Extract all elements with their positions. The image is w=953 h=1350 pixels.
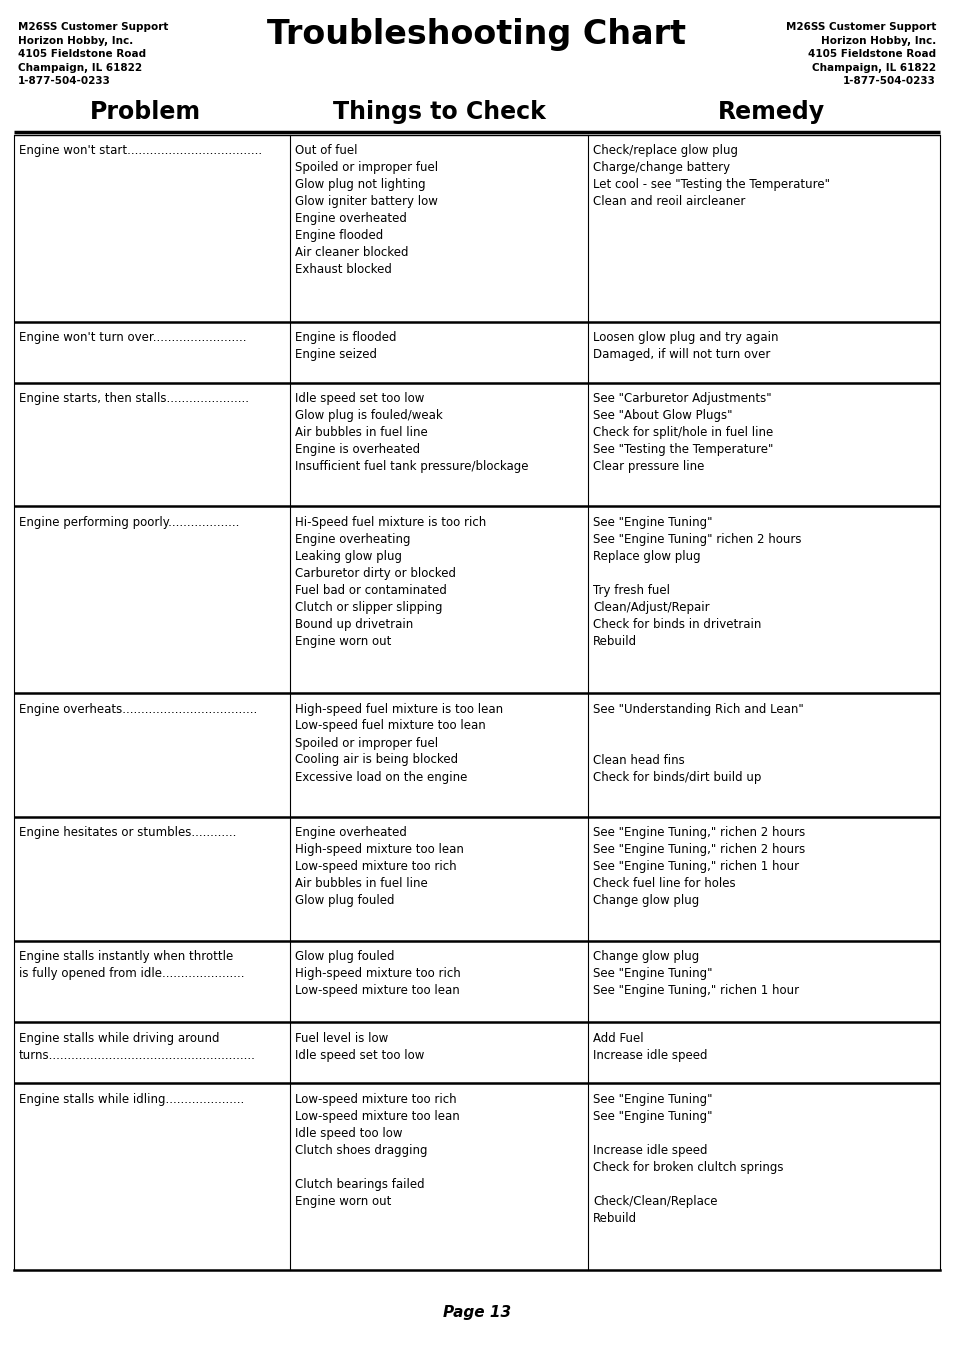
Text: High-speed fuel mixture is too lean
Low-speed fuel mixture too lean
Spoiled or i: High-speed fuel mixture is too lean Low-…	[294, 702, 502, 783]
Text: See "Engine Tuning"
See "Engine Tuning"

Increase idle speed
Check for broken cl: See "Engine Tuning" See "Engine Tuning" …	[593, 1092, 782, 1224]
Text: Engine stalls instantly when throttle
is fully opened from idle.................: Engine stalls instantly when throttle is…	[19, 950, 244, 980]
Text: Check/replace glow plug
Charge/change battery
Let cool - see "Testing the Temper: Check/replace glow plug Charge/change ba…	[593, 144, 829, 208]
Text: Out of fuel
Spoiled or improper fuel
Glow plug not lighting
Glow igniter battery: Out of fuel Spoiled or improper fuel Glo…	[294, 144, 437, 277]
Text: Low-speed mixture too rich
Low-speed mixture too lean
Idle speed too low
Clutch : Low-speed mixture too rich Low-speed mix…	[294, 1092, 459, 1207]
Text: See "Engine Tuning"
See "Engine Tuning" richen 2 hours
Replace glow plug

Try fr: See "Engine Tuning" See "Engine Tuning" …	[593, 516, 801, 648]
Text: Problem: Problem	[90, 100, 200, 124]
Text: Engine starts, then stalls......................: Engine starts, then stalls..............…	[19, 392, 249, 405]
Text: M26SS Customer Support
Horizon Hobby, Inc.
4105 Fieldstone Road
Champaign, IL 61: M26SS Customer Support Horizon Hobby, In…	[785, 22, 935, 86]
Text: Glow plug fouled
High-speed mixture too rich
Low-speed mixture too lean: Glow plug fouled High-speed mixture too …	[294, 950, 460, 998]
Text: Loosen glow plug and try again
Damaged, if will not turn over: Loosen glow plug and try again Damaged, …	[593, 331, 778, 362]
Text: Idle speed set too low
Glow plug is fouled/weak
Air bubbles in fuel line
Engine : Idle speed set too low Glow plug is foul…	[294, 392, 528, 472]
Text: See "Carburetor Adjustments"
See "About Glow Plugs"
Check for split/hole in fuel: See "Carburetor Adjustments" See "About …	[593, 392, 773, 472]
Text: See "Engine Tuning," richen 2 hours
See "Engine Tuning," richen 2 hours
See "Eng: See "Engine Tuning," richen 2 hours See …	[593, 826, 804, 907]
Text: Fuel level is low
Idle speed set too low: Fuel level is low Idle speed set too low	[294, 1031, 424, 1062]
Text: Engine overheated
High-speed mixture too lean
Low-speed mixture too rich
Air bub: Engine overheated High-speed mixture too…	[294, 826, 463, 907]
Text: Engine stalls while driving around
turns........................................: Engine stalls while driving around turns…	[19, 1031, 255, 1062]
Text: Engine hesitates or stumbles............: Engine hesitates or stumbles............	[19, 826, 236, 840]
Text: Change glow plug
See "Engine Tuning"
See "Engine Tuning," richen 1 hour: Change glow plug See "Engine Tuning" See…	[593, 950, 799, 998]
Text: Engine won't start....................................: Engine won't start......................…	[19, 144, 262, 158]
Text: Things to Check: Things to Check	[333, 100, 545, 124]
Text: Remedy: Remedy	[717, 100, 823, 124]
Text: M26SS Customer Support
Horizon Hobby, Inc.
4105 Fieldstone Road
Champaign, IL 61: M26SS Customer Support Horizon Hobby, In…	[18, 22, 168, 86]
Text: Page 13: Page 13	[442, 1305, 511, 1320]
Text: See "Understanding Rich and Lean"


Clean head fins
Check for binds/dirt build u: See "Understanding Rich and Lean" Clean …	[593, 702, 803, 783]
Text: Engine stalls while idling.....................: Engine stalls while idling..............…	[19, 1092, 244, 1106]
Text: Hi-Speed fuel mixture is too rich
Engine overheating
Leaking glow plug
Carbureto: Hi-Speed fuel mixture is too rich Engine…	[294, 516, 486, 648]
Text: Engine overheats....................................: Engine overheats........................…	[19, 702, 257, 716]
Text: Engine won't turn over.........................: Engine won't turn over..................…	[19, 331, 246, 344]
Text: Engine is flooded
Engine seized: Engine is flooded Engine seized	[294, 331, 396, 362]
Text: Add Fuel
Increase idle speed: Add Fuel Increase idle speed	[593, 1031, 707, 1062]
Text: Troubleshooting Chart: Troubleshooting Chart	[267, 18, 686, 51]
Text: Engine performing poorly...................: Engine performing poorly................…	[19, 516, 239, 529]
